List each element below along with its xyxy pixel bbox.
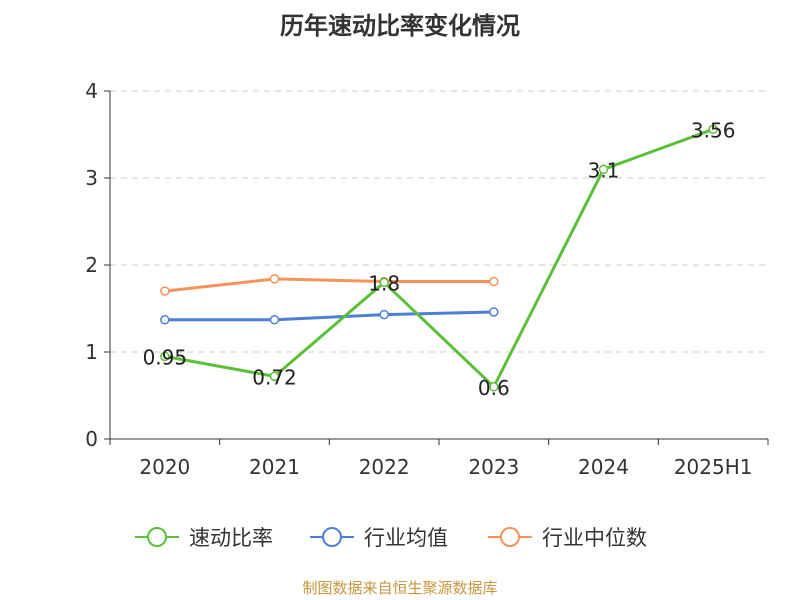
data-label: 0.6: [478, 376, 510, 400]
data-point: [269, 274, 280, 284]
data-point: [379, 309, 389, 320]
y-tick-label: 1: [85, 340, 98, 364]
data-point: [379, 277, 389, 288]
data-point: [489, 382, 499, 392]
x-tick-label: 2021: [249, 455, 300, 479]
data-point: [708, 124, 718, 135]
x-tick-label: 2023: [468, 455, 519, 479]
x-tick-label: 2020: [139, 455, 190, 479]
data-point: [489, 307, 499, 317]
data-label: 0.95: [143, 345, 188, 369]
y-tick-label: 2: [85, 253, 98, 277]
data-label: 1.8: [368, 271, 400, 295]
data-point: [269, 371, 280, 382]
legend-label: 行业均值: [364, 526, 448, 550]
legend-label: 速动比率: [189, 526, 273, 550]
data-label: 3.1: [588, 158, 620, 182]
x-tick-label: 2022: [359, 455, 410, 479]
legend-marker: [147, 527, 167, 547]
data-point: [269, 315, 280, 325]
data-label: 0.72: [252, 365, 297, 389]
legend-marker: [500, 527, 520, 547]
data-label: 3.56: [691, 118, 736, 142]
data-point: [489, 276, 499, 287]
data-labels: 0.95 0.72 1.8 0.6 3.1 3.56: [143, 118, 736, 400]
series-line: [164, 310, 494, 322]
data-point: [160, 351, 170, 362]
series-lines: [160, 124, 718, 392]
legend: 速动比率 行业均值 行业中位数: [135, 526, 647, 550]
y-tick-label: 0: [85, 427, 98, 451]
x-tick-label: 2024: [578, 455, 629, 479]
legend-label: 行业中位数: [542, 526, 647, 550]
data-point: [598, 164, 609, 175]
source-note: 制图数据来自恒生聚源数据库: [302, 579, 498, 597]
chart-title: 历年速动比率变化情况: [280, 12, 520, 40]
data-point: [160, 286, 170, 296]
x-tick-label: 2025H1: [674, 455, 753, 479]
series-line: [164, 277, 494, 293]
data-point: [160, 315, 170, 325]
legend-marker: [322, 527, 342, 547]
axes: 0 1 2 3 4 2020 2021 2022 2023 2024 2025H1: [85, 79, 769, 479]
y-tick-label: 3: [85, 166, 98, 190]
y-tick-label: 4: [85, 79, 98, 103]
series-line: [164, 127, 714, 389]
